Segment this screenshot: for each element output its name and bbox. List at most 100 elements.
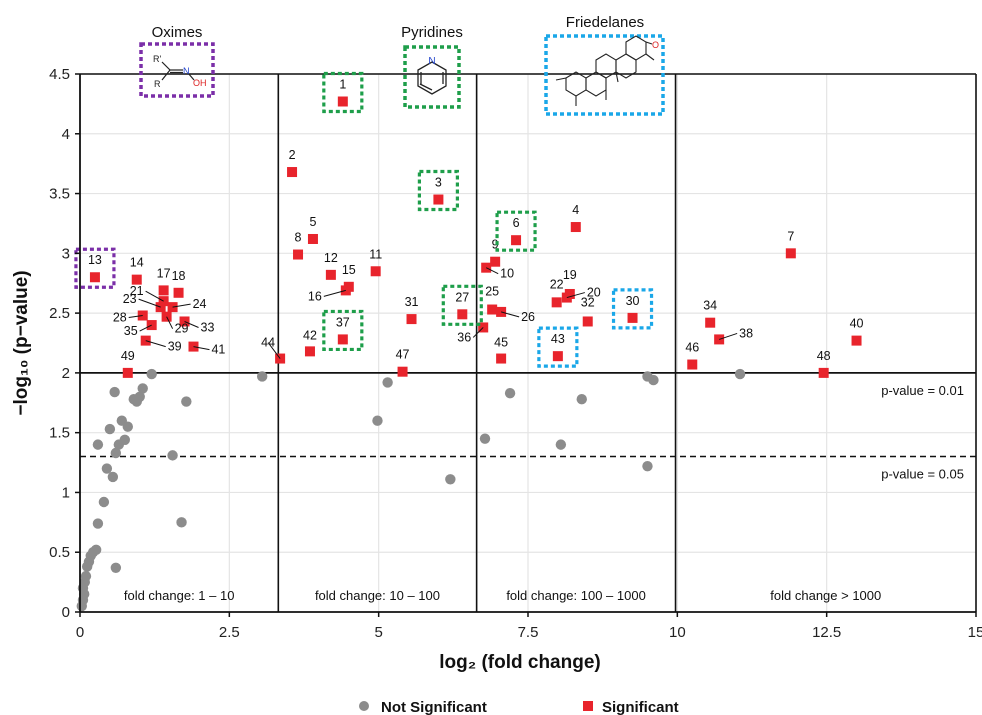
sig-point-47 (397, 366, 408, 377)
sig-label-24: 24 (193, 297, 207, 311)
x-tick-label-0: 0 (76, 624, 84, 641)
leader-35 (139, 324, 152, 332)
sig-point-37 (337, 334, 348, 345)
highlight-pyridines-1 (322, 71, 364, 114)
ns-point-19 (109, 386, 120, 398)
sig-label-37: 37 (336, 315, 350, 329)
friedelanes-title: Friedelanes (566, 14, 644, 31)
sig-point-43 (552, 351, 563, 362)
sig-label-12: 12 (324, 251, 338, 265)
ns-point-38 (504, 388, 516, 399)
sig-label-38: 38 (739, 326, 753, 340)
sig-label-20: 20 (587, 286, 601, 300)
sig-label-47: 47 (396, 348, 410, 362)
friedelane-skeleton-icon (555, 35, 655, 106)
sig-label-13: 13 (88, 253, 102, 267)
sig-point-11 (370, 266, 381, 277)
sig-point-6 (511, 235, 522, 246)
sig-label-25: 25 (485, 285, 499, 299)
sig-point-4 (570, 222, 581, 233)
sig-label-43: 43 (551, 332, 565, 346)
y-axis-title: −log₁₀ (p−value) (11, 270, 32, 415)
highlight-pyridines-3 (417, 169, 459, 212)
ns-point-16 (104, 423, 116, 435)
leader-36 (472, 327, 484, 338)
x-tick-label-2-5: 2.5 (219, 624, 240, 641)
x-tick-label-15: 15 (968, 624, 982, 641)
leader-21 (145, 290, 164, 302)
ns-point-40 (576, 393, 587, 405)
leader-26 (500, 311, 520, 318)
pyridine-ring-icon (417, 61, 447, 95)
pyridines-frame (403, 45, 461, 109)
sig-label-9: 9 (492, 238, 499, 252)
pyridines-title: Pyridines (401, 24, 463, 41)
x-tick-label-5: 5 (374, 624, 382, 641)
ns-point-27 (134, 391, 145, 402)
sig-label-28: 28 (113, 311, 127, 325)
sig-label-21: 21 (130, 284, 144, 298)
sig-point-17 (158, 285, 169, 296)
sig-label-48: 48 (817, 349, 831, 363)
sig-label-34: 34 (703, 299, 717, 313)
sig-point-8 (293, 249, 304, 260)
legend-not-significant-marker (359, 701, 369, 711)
threshold-label-p-value-0-01: p-value = 0.01 (881, 383, 964, 398)
threshold-label-p-value-0-05: p-value = 0.05 (881, 466, 964, 481)
sig-label-6: 6 (513, 216, 520, 230)
ns-point-28 (137, 383, 148, 394)
sig-point-32 (582, 316, 593, 327)
y-tick-label-2: 2 (62, 365, 70, 382)
ns-point-17 (107, 471, 119, 483)
sig-label-42: 42 (303, 328, 317, 342)
sig-label-31: 31 (405, 295, 419, 309)
sig-label-30: 30 (626, 294, 640, 308)
ns-point-34 (372, 415, 383, 426)
sig-point-14 (131, 274, 142, 285)
sig-point-18 (173, 287, 184, 298)
sig-label-36: 36 (457, 330, 471, 344)
y-tick-label-1: 1 (62, 484, 70, 501)
ns-point-37 (479, 433, 491, 444)
y-tick-label-0-5: 0.5 (49, 544, 70, 561)
ns-point-39 (555, 439, 567, 450)
leader-16 (323, 289, 346, 297)
legend-significant-marker (583, 701, 593, 711)
ns-point-36 (445, 474, 456, 485)
sig-point-25 (487, 304, 498, 315)
sig-label-2: 2 (289, 148, 296, 162)
ns-point-44 (734, 368, 746, 380)
pyridine-n-label: N (428, 56, 435, 67)
highlight-pyridines-37 (322, 309, 364, 352)
ns-point-41 (642, 460, 653, 472)
not-significant-points (76, 368, 746, 612)
y-tick-label-3-5: 3.5 (49, 186, 70, 203)
leader-23 (138, 298, 161, 308)
sig-label-44: 44 (261, 336, 275, 350)
leader-44 (267, 342, 281, 359)
sig-label-7: 7 (787, 229, 794, 243)
sig-point-7 (785, 248, 796, 259)
leader-38 (718, 332, 738, 340)
ns-point-14 (98, 496, 110, 508)
fold-change-regions: fold change: 1 – 10 fold change: 10 – 100… (124, 74, 881, 612)
sig-label-39: 39 (168, 340, 182, 354)
highlight-friedelanes-43 (537, 326, 579, 368)
ns-point-30 (167, 450, 178, 461)
sig-label-26: 26 (521, 310, 535, 324)
sig-point-9 (490, 256, 501, 267)
sig-point-1 (337, 96, 348, 107)
sig-label-3: 3 (435, 176, 442, 190)
sig-label-16: 16 (308, 289, 322, 303)
x-axis-title: log₂ (fold change) (439, 652, 600, 673)
sig-label-46: 46 (685, 341, 699, 355)
legend-not-significant-label: Not Significant (381, 699, 487, 715)
leader-29 (166, 316, 174, 329)
y-tick-label-3: 3 (62, 245, 70, 262)
oxime-n-label: N (183, 66, 190, 76)
ns-point-6 (80, 570, 92, 582)
highlight-pyridines-6 (495, 210, 537, 252)
sig-label-14: 14 (130, 256, 144, 270)
sig-point-49 (122, 367, 133, 378)
